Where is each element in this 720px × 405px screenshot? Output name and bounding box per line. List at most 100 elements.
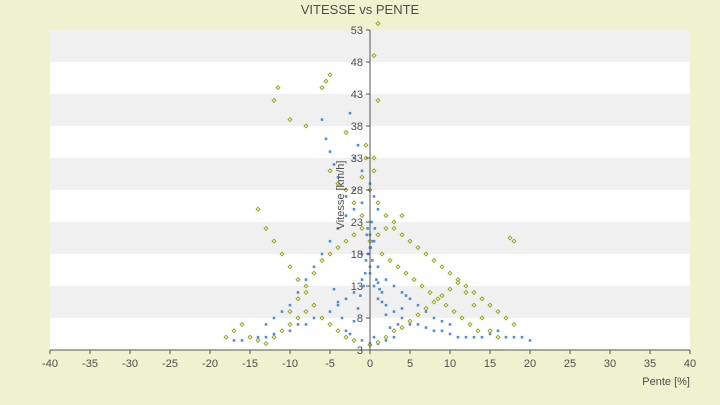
data-point xyxy=(407,238,413,244)
data-point xyxy=(400,316,404,320)
data-point xyxy=(343,187,349,193)
data-point xyxy=(455,280,461,286)
data-point xyxy=(400,307,404,310)
data-point xyxy=(304,323,308,326)
data-point xyxy=(311,302,317,308)
x-tick-label: 35 xyxy=(644,358,656,370)
data-point xyxy=(407,318,413,324)
data-point xyxy=(391,328,397,334)
y-tick-label: 3 xyxy=(357,345,363,357)
data-point xyxy=(372,195,376,198)
data-point xyxy=(275,85,281,91)
data-point xyxy=(423,305,429,311)
data-point xyxy=(363,142,369,148)
data-point xyxy=(371,239,375,243)
data-point xyxy=(263,341,269,347)
data-point xyxy=(488,332,492,336)
data-point xyxy=(395,264,401,270)
data-point xyxy=(376,297,380,301)
data-point xyxy=(352,319,356,323)
data-point xyxy=(304,278,308,281)
data-point xyxy=(372,335,376,339)
data-point xyxy=(456,335,460,339)
data-point xyxy=(511,238,517,244)
data-point xyxy=(327,72,333,78)
x-tick-labels: -40 -35 -30 -25 -20 -15 -10 -5 0 5 10 15 20 25 30 35 40 xyxy=(42,350,696,370)
data-point xyxy=(472,335,476,339)
data-point xyxy=(336,227,340,230)
x-tick-label: -30 xyxy=(122,358,138,370)
data-point xyxy=(279,328,285,334)
data-point xyxy=(371,168,377,174)
data-point xyxy=(287,117,293,123)
data-point xyxy=(447,286,453,292)
data-point xyxy=(415,312,421,318)
data-point xyxy=(332,163,336,166)
data-point xyxy=(343,238,349,244)
data-point xyxy=(272,316,276,320)
data-point xyxy=(264,335,268,339)
data-point xyxy=(271,334,277,340)
data-point xyxy=(400,291,404,294)
data-point xyxy=(459,315,465,321)
data-point xyxy=(440,329,444,333)
data-point xyxy=(336,303,340,307)
data-point xyxy=(440,319,444,323)
data-point xyxy=(324,137,328,141)
y-tick-label: 53 xyxy=(351,25,363,37)
data-point xyxy=(344,297,348,301)
data-point xyxy=(295,277,301,283)
data-point xyxy=(504,335,508,339)
data-point xyxy=(388,326,392,329)
data-point xyxy=(447,270,453,276)
data-point xyxy=(387,257,393,263)
data-point xyxy=(416,323,420,326)
data-point xyxy=(391,225,397,231)
data-point xyxy=(287,264,293,270)
chart-title: VITESSE vs PENTE xyxy=(301,2,420,17)
data-point xyxy=(471,289,477,295)
data-point xyxy=(271,97,277,103)
data-point xyxy=(487,302,493,308)
data-point xyxy=(366,227,369,230)
x-tick-label: -25 xyxy=(162,358,178,370)
data-point xyxy=(360,339,364,342)
data-point xyxy=(328,239,332,243)
data-point xyxy=(520,335,524,339)
data-point xyxy=(383,334,389,340)
data-point xyxy=(384,303,388,307)
x-tick-label: -35 xyxy=(82,358,98,370)
x-tick-label: -15 xyxy=(242,358,258,370)
data-point xyxy=(296,323,300,326)
x-tick-label: 20 xyxy=(524,358,536,370)
data-point xyxy=(467,321,473,327)
data-point xyxy=(424,326,428,329)
data-point xyxy=(319,257,325,263)
data-point xyxy=(496,329,500,333)
data-points xyxy=(223,21,532,348)
x-tick-label: 30 xyxy=(604,358,616,370)
data-point xyxy=(360,252,364,256)
data-point xyxy=(344,329,348,333)
data-point xyxy=(360,201,364,205)
data-point xyxy=(408,297,412,301)
data-point xyxy=(371,53,377,59)
data-point xyxy=(287,321,293,327)
data-point xyxy=(239,321,245,327)
data-point xyxy=(263,225,269,231)
data-point xyxy=(372,284,376,288)
data-point xyxy=(232,339,236,342)
x-tick-label: -20 xyxy=(202,358,218,370)
x-tick-label: 15 xyxy=(484,358,496,370)
data-point xyxy=(352,291,356,294)
data-point xyxy=(475,328,481,334)
data-point xyxy=(423,251,429,257)
data-point xyxy=(311,270,317,276)
y-tick-label: 13 xyxy=(351,281,363,293)
data-point xyxy=(335,181,341,187)
data-point xyxy=(327,321,333,327)
x-tick-label: 25 xyxy=(564,358,576,370)
data-point xyxy=(327,251,333,257)
